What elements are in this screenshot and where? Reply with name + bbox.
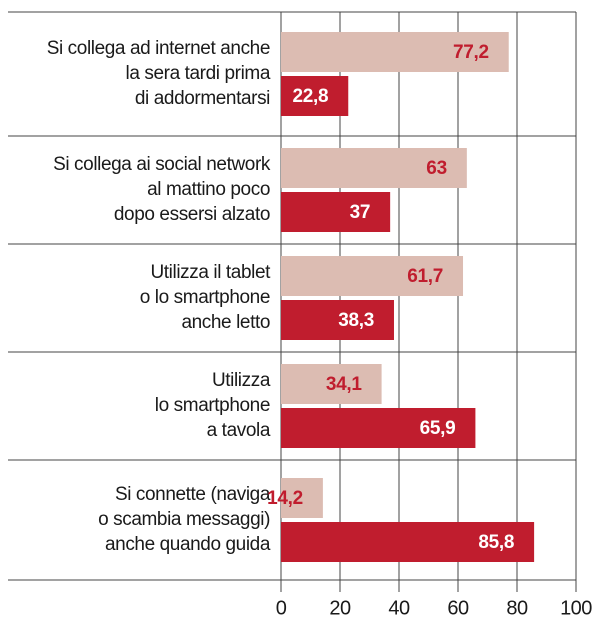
bar <box>281 300 394 340</box>
category-label: anche quando guida <box>105 534 271 555</box>
category-label: dopo essersi alzato <box>114 204 270 225</box>
bar <box>281 76 349 116</box>
category-label: Si connette (naviga <box>115 484 271 505</box>
category-label: Si collega ai social network <box>53 154 271 175</box>
category-label: anche letto <box>181 312 270 333</box>
x-tick-label: 60 <box>447 597 469 619</box>
value-label: 61,7 <box>407 266 443 287</box>
value-label: 85,8 <box>478 532 514 553</box>
category-label: Utilizza <box>212 370 271 391</box>
bar <box>281 256 464 296</box>
value-label: 65,9 <box>420 418 456 439</box>
bar <box>281 148 467 188</box>
category-label: di addormentarsi <box>135 88 270 109</box>
x-tick-label: 100 <box>560 597 592 619</box>
category-label: o scambia messaggi) <box>98 509 270 530</box>
bar <box>281 522 535 562</box>
category-label: o lo smartphone <box>140 287 270 308</box>
value-label: 38,3 <box>338 310 374 331</box>
value-label: 14,2 <box>267 488 303 509</box>
x-tick-label: 80 <box>506 597 528 619</box>
bar <box>281 364 382 404</box>
category-label: a tavola <box>207 420 271 441</box>
bar <box>281 408 476 448</box>
category-label: lo smartphone <box>155 395 270 416</box>
category-label: la sera tardi prima <box>126 63 271 84</box>
category-label: al mattino poco <box>147 179 270 200</box>
x-tick-label: 40 <box>388 597 410 619</box>
value-label: 77,2 <box>453 42 489 63</box>
bar <box>281 478 323 518</box>
x-tick-label: 20 <box>329 597 351 619</box>
bar <box>281 192 391 232</box>
x-tick-label: 0 <box>276 597 287 619</box>
value-label: 37 <box>350 202 371 223</box>
value-label: 34,1 <box>326 374 363 395</box>
category-label: Si collega ad internet anche <box>47 38 270 59</box>
value-label: 22,8 <box>292 86 328 107</box>
value-label: 63 <box>426 158 447 179</box>
category-label: Utilizza il tablet <box>150 262 271 283</box>
bar <box>281 32 509 72</box>
